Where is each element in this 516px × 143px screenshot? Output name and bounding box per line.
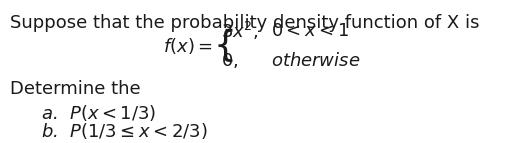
Text: $f(x)=$: $f(x)=$ <box>163 36 212 56</box>
Text: b.  $P(1/3 \leq x < 2/3)$: b. $P(1/3 \leq x < 2/3)$ <box>41 121 207 141</box>
Text: Suppose that the probability density function of X is: Suppose that the probability density fun… <box>10 14 479 32</box>
Text: $otherwise$: $otherwise$ <box>271 52 361 70</box>
Text: $0,$: $0,$ <box>221 51 239 70</box>
Text: $3x^2,$: $3x^2,$ <box>221 19 259 42</box>
Text: $0 < x < 1$: $0 < x < 1$ <box>271 22 349 40</box>
Text: a.  $P(x < 1/3)$: a. $P(x < 1/3)$ <box>41 103 156 123</box>
Text: $\{$: $\{$ <box>213 27 233 64</box>
Text: Determine the: Determine the <box>10 80 141 98</box>
